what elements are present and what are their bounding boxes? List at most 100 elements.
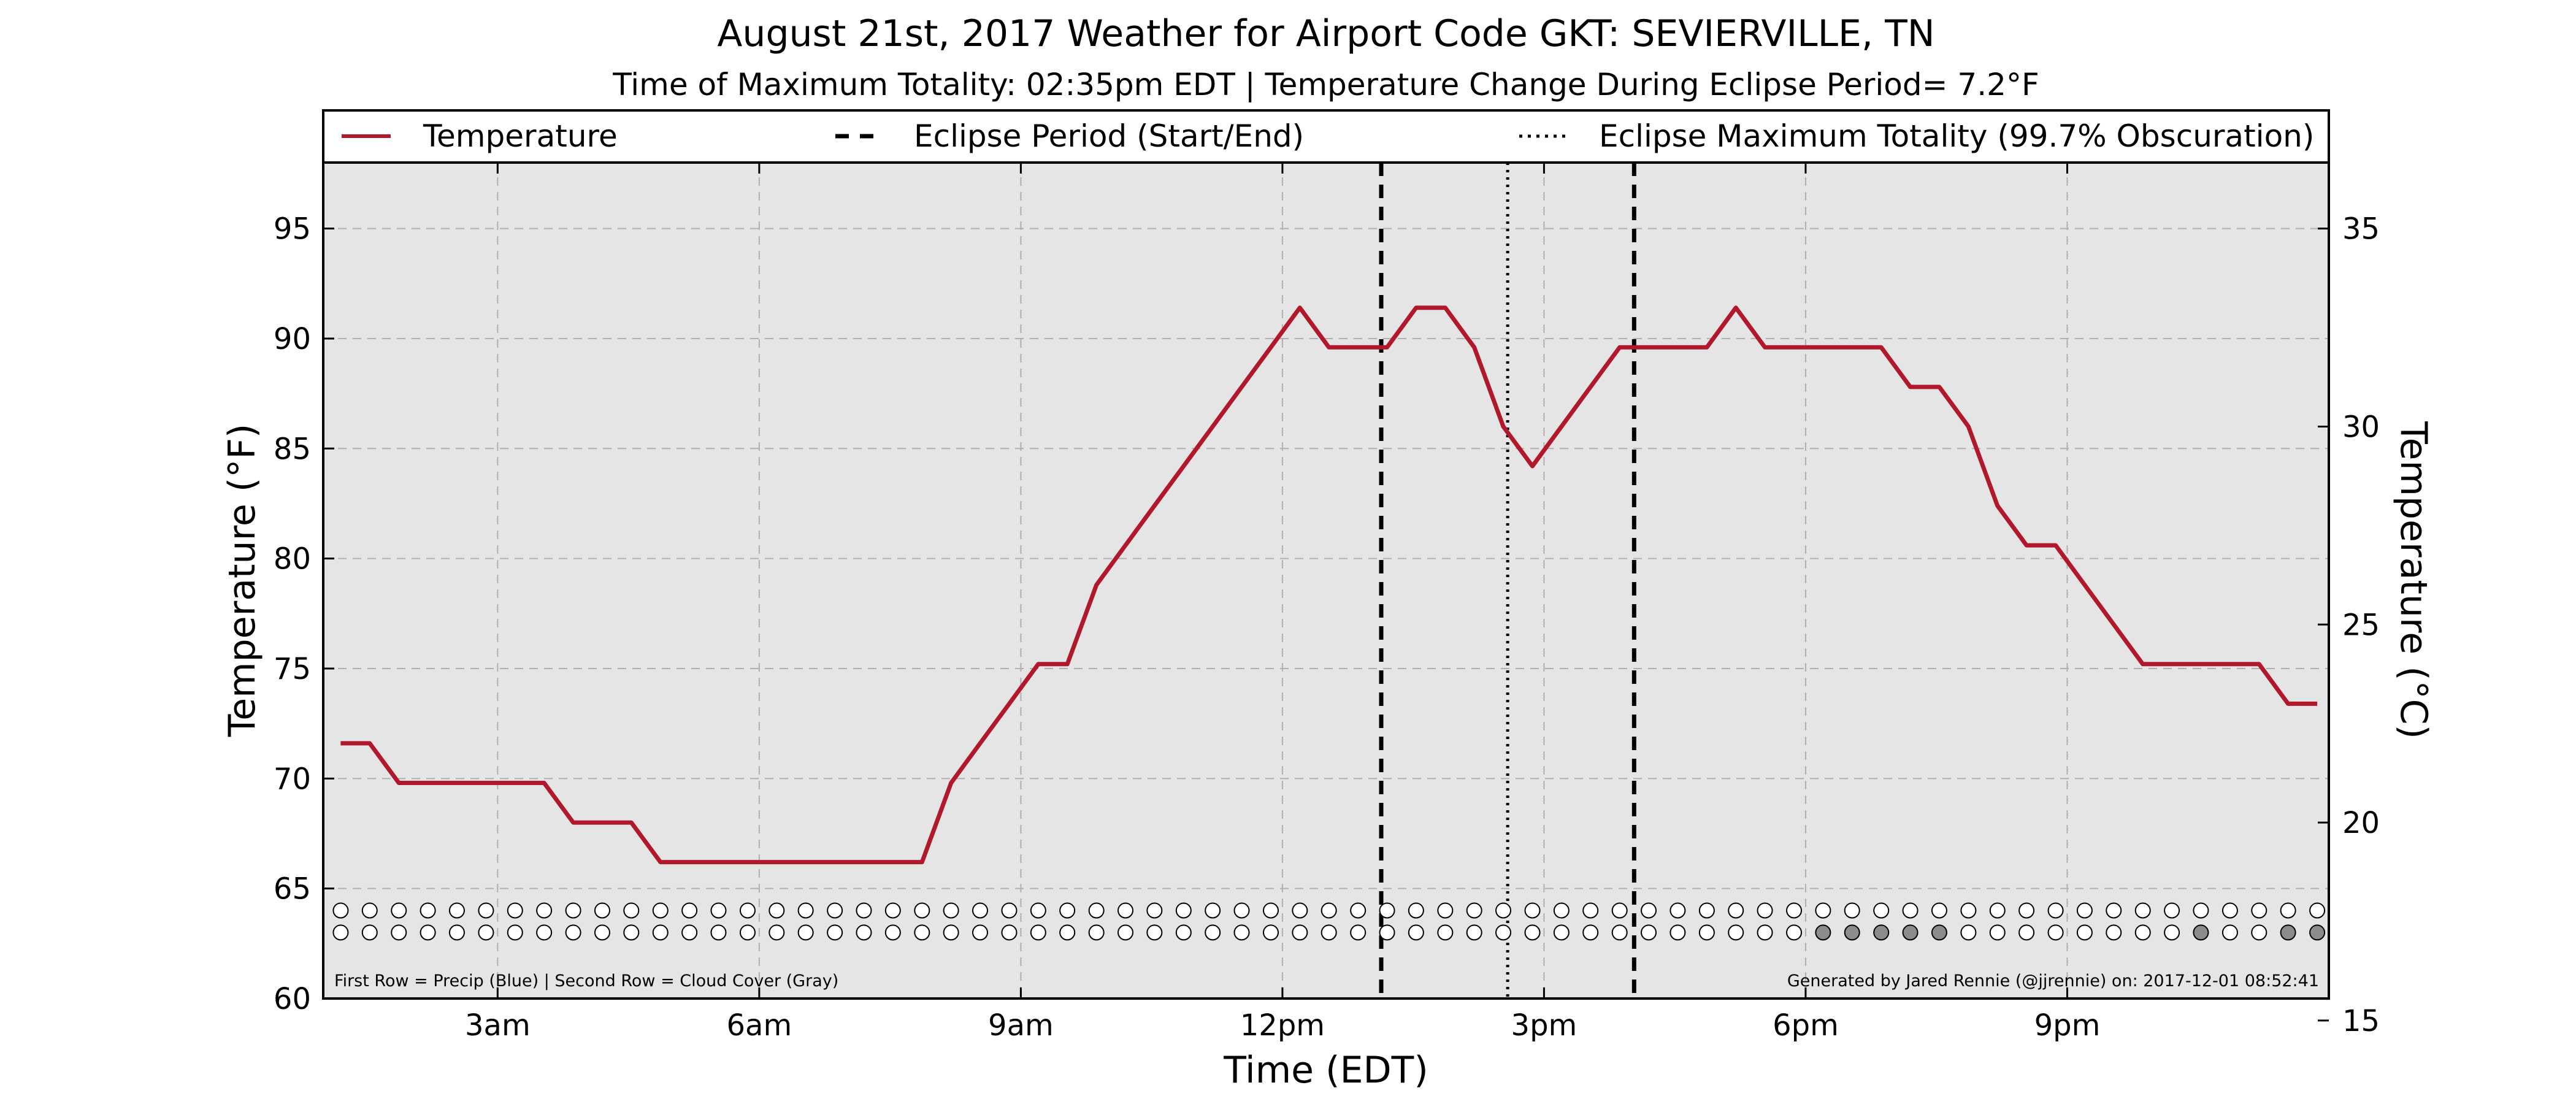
cloud-dot: [797, 924, 814, 941]
cloud-dot: [856, 924, 872, 941]
cloud-dot: [1175, 924, 1192, 941]
series-layer: [340, 305, 2318, 865]
y-right-tick-label: 25: [2342, 608, 2380, 642]
cloud-dot: [2280, 924, 2296, 941]
footnote-left: First Row = Precip (Blue) | Second Row =…: [334, 972, 838, 991]
plot-area: [323, 163, 2329, 999]
cloud-dot: [1611, 924, 1628, 941]
cloud-dot: [332, 924, 349, 941]
precip-dot: [420, 902, 436, 919]
precip-dot: [1001, 902, 1018, 919]
cloud-dot: [2106, 924, 2122, 941]
y-tick-label: 70: [274, 762, 311, 796]
cloud-dot: [1233, 924, 1250, 941]
precip-dot: [1263, 902, 1279, 919]
cloud-dot: [2193, 924, 2209, 941]
precip-dot: [1321, 902, 1337, 919]
precip-dot: [1553, 902, 1570, 919]
legend: Temperature Eclipse Period (Start/End) E…: [322, 109, 2330, 164]
grid: [323, 163, 2329, 999]
cloud-dot: [2018, 924, 2035, 941]
precip-dot: [2164, 902, 2180, 919]
cloud-dot: [1263, 924, 1279, 941]
precip-dot: [943, 902, 959, 919]
x-tick-label: 3pm: [1511, 1008, 1577, 1043]
precip-dot: [1524, 902, 1541, 919]
precip-dot: [1408, 902, 1424, 919]
precip-dot: [2251, 902, 2267, 919]
cloud-dot: [914, 924, 930, 941]
cloud-dot: [1698, 924, 1715, 941]
y-right-tick-label: 35: [2342, 212, 2380, 247]
y-tick-label: 65: [274, 872, 311, 907]
precip-dot: [1815, 902, 1831, 919]
precip-dot: [1117, 902, 1133, 919]
cloud-dot: [536, 924, 553, 941]
precip-dot: [2280, 902, 2296, 919]
cloud-dot: [1088, 924, 1105, 941]
precip-dot: [1902, 902, 1919, 919]
cloud-dot: [652, 924, 669, 941]
precip-dot: [884, 902, 901, 919]
cloud-dot: [420, 924, 436, 941]
precip-dot: [2047, 902, 2064, 919]
cloud-dot: [943, 924, 959, 941]
precip-dot: [1292, 902, 1308, 919]
precip-dot: [1844, 902, 1860, 919]
cloud-dot: [2164, 924, 2180, 941]
precip-dot: [1641, 902, 1657, 919]
cloud-dot: [1553, 924, 1570, 941]
precip-dot: [594, 902, 610, 919]
precip-dot: [739, 902, 756, 919]
y-axis-label-left: Temperature (°F): [221, 424, 264, 737]
cloud-dot: [2047, 924, 2064, 941]
eclipse-lines: [1379, 163, 1636, 999]
precip-dot: [1437, 902, 1454, 919]
cloud-dot: [1960, 924, 1977, 941]
precip-dot: [1175, 902, 1192, 919]
cloud-dot: [1669, 924, 1686, 941]
cloud-dot: [2076, 924, 2093, 941]
cloud-dot: [391, 924, 407, 941]
precip-dot: [856, 902, 872, 919]
cloud-dot: [2309, 924, 2326, 941]
y-tick-label: 80: [274, 542, 311, 577]
cloud-dot: [1001, 924, 1018, 941]
cloud-dot: [1059, 924, 1076, 941]
chart-title: August 21st, 2017 Weather for Airport Co…: [717, 12, 1934, 55]
precip-dot: [2106, 902, 2122, 919]
cloud-dot: [1437, 924, 1454, 941]
y-tick-label: 75: [274, 652, 311, 686]
cloud-dot: [361, 924, 378, 941]
cloud-dot: [1931, 924, 1947, 941]
cloud-dot: [1641, 924, 1657, 941]
precip-dot: [1757, 902, 1773, 919]
precip-dot: [1233, 902, 1250, 919]
precip-dot: [1059, 902, 1076, 919]
y-axis-right: 15 20 25 30 35: [2318, 212, 2380, 1038]
cloud-dot: [1989, 924, 2006, 941]
y-tick-label: 90: [274, 322, 311, 356]
precip-dot: [1582, 902, 1599, 919]
y-tick-label: 95: [274, 212, 311, 247]
precip-dot: [1989, 902, 2006, 919]
chart-subtitle: Time of Maximum Totality: 02:35pm EDT | …: [612, 67, 2039, 102]
precip-dot: [448, 902, 465, 919]
cloud-dot: [1757, 924, 1773, 941]
precip-dot: [507, 902, 523, 919]
cloud-dot: [2221, 924, 2238, 941]
cloud-dot: [2251, 924, 2267, 941]
precip-dot: [1669, 902, 1686, 919]
legend-label-eclipse-max: Eclipse Maximum Totality (99.7% Obscurat…: [1599, 118, 2314, 154]
x-tick-label: 9am: [988, 1008, 1054, 1043]
y-tick-label: 60: [274, 982, 311, 1016]
precip-dot: [681, 902, 698, 919]
precip-dot: [1030, 902, 1046, 919]
precip-dot: [1466, 902, 1482, 919]
precip-dot: [710, 902, 727, 919]
precip-dot: [1611, 902, 1628, 919]
precip-dot: [1931, 902, 1947, 919]
cloud-dot: [594, 924, 610, 941]
precip-dot: [623, 902, 640, 919]
precip-dot: [2076, 902, 2093, 919]
